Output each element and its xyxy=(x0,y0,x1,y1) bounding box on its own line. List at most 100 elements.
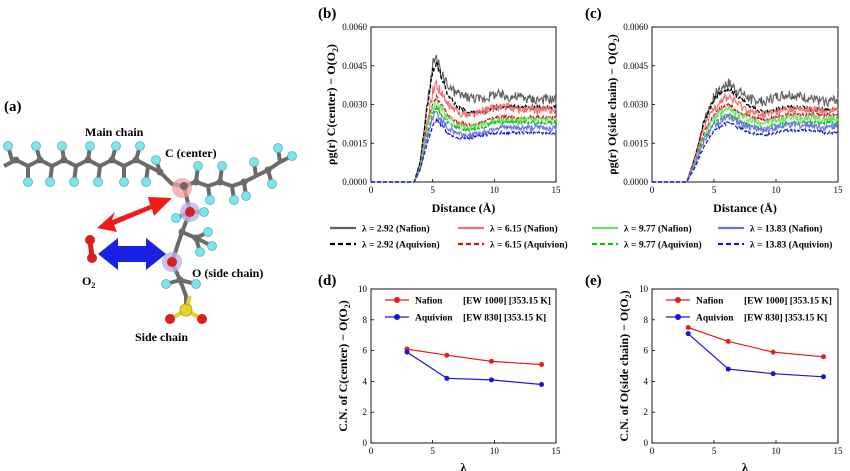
cn-data-point xyxy=(539,361,545,367)
o-ether-atom xyxy=(185,207,195,217)
cn-data-point xyxy=(820,354,826,360)
y-tick-label: 8 xyxy=(363,315,368,325)
legend-label: λ = 2.92 (Aquivion) xyxy=(362,240,440,251)
x-tick-label: 0 xyxy=(369,185,374,195)
cn-data-point xyxy=(685,325,691,330)
x-tick-label: 0 xyxy=(650,185,655,195)
x-tick-label: 10 xyxy=(772,185,782,195)
legend-marker xyxy=(394,314,400,320)
sulfonate-group xyxy=(165,295,207,324)
y-axis-title: C.N. of C(center) − O(O2) xyxy=(336,300,352,431)
legend-label: Nafion xyxy=(696,297,724,307)
y-tick-label: 4 xyxy=(363,376,368,386)
x-tick-label: 5 xyxy=(712,185,717,195)
x-tick-label: 15 xyxy=(834,446,844,456)
c-center-label: C (center) xyxy=(165,146,217,160)
rdf-series-line xyxy=(652,92,839,183)
plot-frame xyxy=(651,288,839,444)
x-tick-label: 0 xyxy=(369,446,374,456)
panel-label: (e) xyxy=(585,273,602,289)
x-axis-title: λ xyxy=(742,460,748,471)
side-chain-label: Side chain xyxy=(135,330,188,344)
y-tick-label: 10 xyxy=(639,284,649,294)
y-tick-label: 6 xyxy=(363,346,368,356)
legend-marker xyxy=(394,297,400,303)
x-tick-label: 15 xyxy=(552,446,562,456)
red-double-arrow xyxy=(97,197,172,232)
legend-label: Aquivion xyxy=(415,314,453,324)
y-tick-label: 0.0000 xyxy=(342,177,367,187)
x-tick-label: 5 xyxy=(430,185,435,195)
legend-label: Nafion xyxy=(415,297,443,307)
y-tick-label: 4 xyxy=(644,376,649,386)
y-tick-label: 8 xyxy=(644,315,649,325)
panel-label: (b) xyxy=(318,6,336,22)
legend-label: λ = 9.77 (Aquivion) xyxy=(624,240,702,251)
y-tick-label: 0.0015 xyxy=(623,138,648,148)
y-tick-label: 6 xyxy=(644,346,649,356)
cn-series-line xyxy=(688,326,824,358)
legend-label: λ = 9.77 (Nafion) xyxy=(624,224,692,235)
panel-label-a: (a) xyxy=(4,99,22,115)
panel-label: (d) xyxy=(318,273,336,289)
legend-label: λ = 2.92 (Nafion) xyxy=(362,224,430,235)
y-tick-label: 10 xyxy=(358,284,368,294)
legend-marker xyxy=(675,297,681,303)
legend-label: λ = 13.83 (Nafion) xyxy=(750,224,822,235)
fluorine-atoms xyxy=(3,141,297,289)
legend-info: [EW 1000] [353.15 K] xyxy=(744,297,832,307)
plot-frame xyxy=(370,288,557,444)
x-axis-title: Distance (Å) xyxy=(432,201,496,215)
legend-marker xyxy=(675,314,681,320)
y-axis-title: C.N. of O(side chain) − O(O2) xyxy=(617,290,633,441)
cn-data-point xyxy=(725,338,731,344)
x-tick-label: 5 xyxy=(712,446,717,456)
x-tick-label: 10 xyxy=(490,446,500,456)
legend-label: λ = 6.15 (Aquivion) xyxy=(490,240,568,251)
o2-molecule xyxy=(85,235,97,263)
cn-data-point xyxy=(444,352,450,358)
carbon-atoms xyxy=(12,156,272,284)
plot-frame xyxy=(370,26,557,183)
cn-data-point xyxy=(685,331,691,337)
cn-data-point xyxy=(444,375,450,381)
rdf-series-line xyxy=(652,121,839,183)
cn-series-line xyxy=(406,348,542,366)
y-tick-label: 0.0030 xyxy=(342,100,367,110)
y-tick-label: 0.0030 xyxy=(623,100,648,110)
y-axis-title: ρg(r) O(side chain) − O(O2) xyxy=(605,34,621,175)
legend-label: λ = 6.15 (Nafion) xyxy=(490,224,558,235)
y-tick-label: 0.0045 xyxy=(623,61,648,71)
y-tick-label: 0.0000 xyxy=(623,177,648,187)
x-tick-label: 10 xyxy=(772,446,782,456)
x-tick-label: 0 xyxy=(650,446,655,456)
main-chain-label: Main chain xyxy=(85,125,144,139)
cn-data-point xyxy=(820,374,826,380)
o-side-chain-label: O (side chain) xyxy=(192,266,263,280)
x-tick-label: 5 xyxy=(430,446,435,456)
rdf-chart-o-side-chain: (c) 0 5 10 15 0.0000 0.0015 0.0030 0.0045 0.0060 D… xyxy=(585,6,843,215)
legend-label: Aquivion xyxy=(696,314,734,324)
cn-chart-c-center: (d) 0 5 10 15 0 2 4 6 8 10 λ C.N. of C(center) − O(O… xyxy=(318,273,561,471)
cn-data-point xyxy=(770,349,776,355)
legend-label: λ = 13.83 (Aquivion) xyxy=(750,240,832,251)
y-tick-label: 0 xyxy=(363,438,368,448)
y-tick-label: 0.0045 xyxy=(342,61,367,71)
x-tick-label: 10 xyxy=(490,185,500,195)
y-axis-title: ρg(r) C(center) − O(O2) xyxy=(324,44,340,165)
cn-data-point xyxy=(488,377,494,383)
panel-label: (c) xyxy=(585,6,602,22)
rdf-legend: λ = 2.92 (Nafion) λ = 6.15 (Nafion) λ = 9.… xyxy=(330,224,832,251)
legend-info: [EW 830] [353.15 K] xyxy=(744,314,827,324)
c-center-atom xyxy=(180,182,188,190)
y-tick-label: 2 xyxy=(363,407,368,417)
cn-data-point xyxy=(539,381,545,387)
x-tick-label: 15 xyxy=(552,185,562,195)
y-tick-label: 0.0060 xyxy=(342,22,367,32)
rdf-series-line xyxy=(371,117,557,183)
x-axis-title: λ xyxy=(461,460,467,471)
o2-label: O2 xyxy=(82,274,95,290)
main-chain-molecule xyxy=(3,145,293,310)
rdf-series-line xyxy=(652,113,839,183)
o-side-chain-atom xyxy=(167,257,177,267)
